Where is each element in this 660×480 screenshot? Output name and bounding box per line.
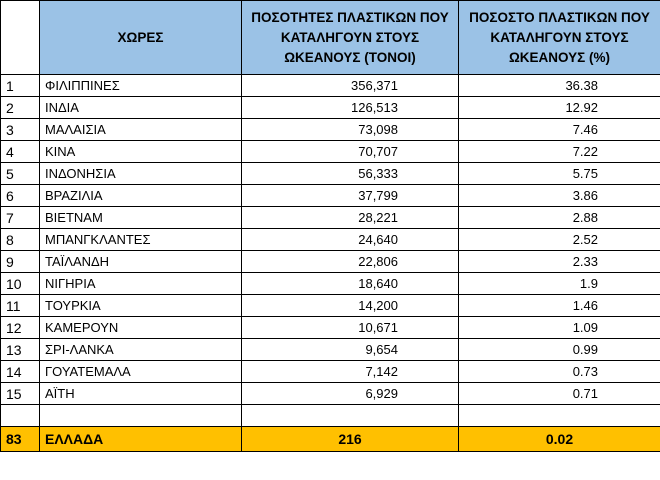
tons-cell[interactable]: 28,221 <box>241 206 459 229</box>
pct-cell[interactable]: 5.75 <box>458 162 660 185</box>
rank-cell[interactable]: 9 <box>0 250 40 273</box>
pct-cell[interactable]: 0.02 <box>458 426 660 452</box>
rank-cell[interactable]: 11 <box>0 294 40 317</box>
table-body: ΧΩΡΕΣ ΠΟΣΟΤΗΤΕΣ ΠΛΑΣΤΙΚΩΝ ΠΟΥ ΚΑΤΑΛΗΓΟΥΝ… <box>0 0 660 452</box>
header-pct-cell[interactable]: ΠΟΣΟΣΤΟ ΠΛΑΣΤΙΚΩΝ ΠΟΥ ΚΑΤΑΛΗΓΟΥΝ ΣΤΟΥΣ Ω… <box>458 0 660 75</box>
table-row: 10 ΝΙΓΗΡΙΑ 18,640 1.9 <box>0 272 660 295</box>
country-cell[interactable]: ΜΑΛΑΙΣΙΑ <box>39 118 242 141</box>
pct-cell[interactable]: 1.9 <box>458 272 660 295</box>
tons-cell[interactable]: 24,640 <box>241 228 459 251</box>
country-cell[interactable]: ΤΑΪΛΑΝΔΗ <box>39 250 242 273</box>
pct-cell[interactable]: 2.52 <box>458 228 660 251</box>
highlight-row-greece: 83 ΕΛΛΑΔΑ 216 0.02 <box>0 426 660 452</box>
tons-cell[interactable]: 7,142 <box>241 360 459 383</box>
pct-cell[interactable]: 0.73 <box>458 360 660 383</box>
rank-cell[interactable]: 4 <box>0 140 40 163</box>
country-cell[interactable] <box>39 404 242 427</box>
table-row: 15 ΑΪΤΗ 6,929 0.71 <box>0 382 660 405</box>
tons-cell[interactable]: 10,671 <box>241 316 459 339</box>
plastics-table: ΧΩΡΕΣ ΠΟΣΟΤΗΤΕΣ ΠΛΑΣΤΙΚΩΝ ΠΟΥ ΚΑΤΑΛΗΓΟΥΝ… <box>0 0 660 452</box>
tons-cell[interactable]: 9,654 <box>241 338 459 361</box>
rank-cell[interactable]: 7 <box>0 206 40 229</box>
rank-cell[interactable]: 2 <box>0 96 40 119</box>
tons-cell[interactable]: 56,333 <box>241 162 459 185</box>
rank-cell[interactable]: 3 <box>0 118 40 141</box>
country-cell[interactable]: ΓΟΥΑΤΕΜΑΛΑ <box>39 360 242 383</box>
pct-cell[interactable]: 7.46 <box>458 118 660 141</box>
tons-cell[interactable]: 216 <box>241 426 459 452</box>
empty-row <box>0 404 660 427</box>
rank-cell[interactable] <box>0 404 40 427</box>
rank-cell[interactable]: 6 <box>0 184 40 207</box>
header-rank-cell[interactable] <box>0 0 40 75</box>
country-cell[interactable]: ΒΡΑΖΙΛΙΑ <box>39 184 242 207</box>
country-cell[interactable]: ΙΝΔΟΝΗΣΙΑ <box>39 162 242 185</box>
table-row: 12 ΚΑΜΕΡΟΥΝ 10,671 1.09 <box>0 316 660 339</box>
rank-cell[interactable]: 12 <box>0 316 40 339</box>
pct-cell[interactable]: 0.71 <box>458 382 660 405</box>
country-cell[interactable]: ΦΙΛΙΠΠΙΝΕΣ <box>39 74 242 97</box>
rank-cell[interactable]: 13 <box>0 338 40 361</box>
country-cell[interactable]: ΣΡΙ-ΛΑΝΚΑ <box>39 338 242 361</box>
tons-cell[interactable] <box>241 404 459 427</box>
country-cell[interactable]: ΙΝΔΙΑ <box>39 96 242 119</box>
tons-cell[interactable]: 22,806 <box>241 250 459 273</box>
country-cell[interactable]: ΜΠΑΝΓΚΛΑΝΤΕΣ <box>39 228 242 251</box>
table-row: 2 ΙΝΔΙΑ 126,513 12.92 <box>0 96 660 119</box>
table-row: 11 ΤΟΥΡΚΙΑ 14,200 1.46 <box>0 294 660 317</box>
rank-cell[interactable]: 8 <box>0 228 40 251</box>
country-cell[interactable]: ΚΙΝΑ <box>39 140 242 163</box>
table-row: 8 ΜΠΑΝΓΚΛΑΝΤΕΣ 24,640 2.52 <box>0 228 660 251</box>
tons-cell[interactable]: 70,707 <box>241 140 459 163</box>
table-row: 5 ΙΝΔΟΝΗΣΙΑ 56,333 5.75 <box>0 162 660 185</box>
pct-cell[interactable]: 36.38 <box>458 74 660 97</box>
pct-cell[interactable]: 2.88 <box>458 206 660 229</box>
country-cell[interactable]: ΤΟΥΡΚΙΑ <box>39 294 242 317</box>
tons-cell[interactable]: 73,098 <box>241 118 459 141</box>
rank-cell[interactable]: 5 <box>0 162 40 185</box>
table-row: 3 ΜΑΛΑΙΣΙΑ 73,098 7.46 <box>0 118 660 141</box>
tons-cell[interactable]: 14,200 <box>241 294 459 317</box>
country-cell[interactable]: ΒΙΕΤΝΑΜ <box>39 206 242 229</box>
pct-cell[interactable]: 1.09 <box>458 316 660 339</box>
pct-cell[interactable]: 3.86 <box>458 184 660 207</box>
rank-cell[interactable]: 15 <box>0 382 40 405</box>
table-row: 9 ΤΑΪΛΑΝΔΗ 22,806 2.33 <box>0 250 660 273</box>
country-cell[interactable]: ΕΛΛΑΔΑ <box>39 426 242 452</box>
table-row: 1 ΦΙΛΙΠΠΙΝΕΣ 356,371 36.38 <box>0 74 660 97</box>
table-row: 6 ΒΡΑΖΙΛΙΑ 37,799 3.86 <box>0 184 660 207</box>
rank-cell[interactable]: 83 <box>0 426 40 452</box>
table-row: 13 ΣΡΙ-ΛΑΝΚΑ 9,654 0.99 <box>0 338 660 361</box>
country-cell[interactable]: ΝΙΓΗΡΙΑ <box>39 272 242 295</box>
pct-cell[interactable]: 7.22 <box>458 140 660 163</box>
country-cell[interactable]: ΑΪΤΗ <box>39 382 242 405</box>
tons-cell[interactable]: 126,513 <box>241 96 459 119</box>
rank-cell[interactable]: 1 <box>0 74 40 97</box>
country-cell[interactable]: ΚΑΜΕΡΟΥΝ <box>39 316 242 339</box>
table-row: 14 ΓΟΥΑΤΕΜΑΛΑ 7,142 0.73 <box>0 360 660 383</box>
pct-cell[interactable] <box>458 404 660 427</box>
tons-cell[interactable]: 6,929 <box>241 382 459 405</box>
header-tons-cell[interactable]: ΠΟΣΟΤΗΤΕΣ ΠΛΑΣΤΙΚΩΝ ΠΟΥ ΚΑΤΑΛΗΓΟΥΝ ΣΤΟΥΣ… <box>241 0 459 75</box>
table-row: 4 ΚΙΝΑ 70,707 7.22 <box>0 140 660 163</box>
table-row: 7 ΒΙΕΤΝΑΜ 28,221 2.88 <box>0 206 660 229</box>
pct-cell[interactable]: 12.92 <box>458 96 660 119</box>
rank-cell[interactable]: 10 <box>0 272 40 295</box>
header-country-cell[interactable]: ΧΩΡΕΣ <box>39 0 242 75</box>
pct-cell[interactable]: 2.33 <box>458 250 660 273</box>
tons-cell[interactable]: 356,371 <box>241 74 459 97</box>
rank-cell[interactable]: 14 <box>0 360 40 383</box>
header-row: ΧΩΡΕΣ ΠΟΣΟΤΗΤΕΣ ΠΛΑΣΤΙΚΩΝ ΠΟΥ ΚΑΤΑΛΗΓΟΥΝ… <box>0 0 660 75</box>
tons-cell[interactable]: 18,640 <box>241 272 459 295</box>
pct-cell[interactable]: 0.99 <box>458 338 660 361</box>
pct-cell[interactable]: 1.46 <box>458 294 660 317</box>
tons-cell[interactable]: 37,799 <box>241 184 459 207</box>
